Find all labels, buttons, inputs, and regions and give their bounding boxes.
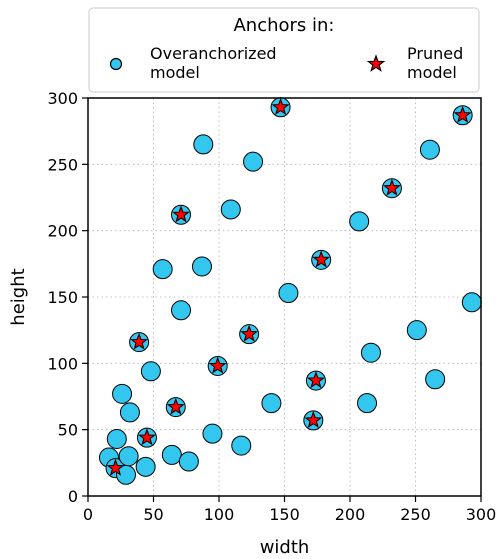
legend-circle-marker [109, 57, 123, 71]
y-tick-label: 150 [47, 288, 78, 307]
pruned-point [172, 205, 191, 223]
axis-ticks: 0 50 100 150 200 250 300 0 50 100 150 200 250 300 [47, 89, 496, 524]
pruned-point [240, 324, 259, 342]
overanchorized-point [161, 444, 182, 465]
overanchorized-point [152, 259, 173, 280]
pruned-point [130, 332, 149, 350]
legend: Anchors in: Overanchorized model Pruned … [88, 7, 480, 93]
overanchorized-point [202, 423, 223, 444]
overanchorized-point [171, 300, 192, 321]
overanchorized-point [360, 342, 381, 363]
overanchorized-point [231, 435, 252, 456]
legend-label-pruned-line1: Pruned [407, 44, 463, 63]
y-tick-label: 250 [47, 155, 78, 174]
overanchorized-point [119, 402, 140, 423]
overanchorized-point [349, 211, 370, 232]
pruned-point [304, 410, 323, 429]
pruned-point [166, 397, 185, 415]
overanchorized-point [243, 151, 264, 172]
pruned-point [208, 356, 227, 374]
x-tick-label: 100 [204, 505, 235, 524]
overanchorized-point [112, 383, 133, 404]
overanchorized-point [135, 456, 156, 477]
pruned-point [106, 458, 125, 476]
legend-box [88, 7, 480, 93]
data-points [98, 97, 482, 485]
pruned-point [306, 371, 325, 389]
legend-label-overanchorized-line1: Overanchorized [150, 44, 277, 63]
overanchorized-point [419, 139, 440, 160]
pruned-point [382, 178, 401, 196]
y-axis-label: height [8, 268, 29, 325]
legend-title: Anchors in: [233, 15, 334, 36]
overanchorized-point [178, 451, 199, 472]
overanchorized-point [425, 369, 446, 390]
y-tick-label: 200 [47, 222, 78, 241]
legend-label-pruned-line2: model [407, 63, 457, 82]
x-tick-label: 300 [466, 505, 497, 524]
x-tick-label: 250 [400, 505, 431, 524]
overanchorized-point [261, 393, 282, 414]
overanchorized-point [461, 292, 482, 313]
overanchorized-point [220, 199, 241, 220]
overanchorized-point [191, 256, 212, 277]
overanchorized-point [406, 320, 427, 341]
pruned-point [137, 428, 156, 446]
y-tick-label: 50 [58, 421, 78, 440]
x-tick-label: 50 [143, 505, 163, 524]
y-tick-label: 300 [47, 89, 78, 108]
x-tick-label: 200 [335, 505, 366, 524]
overanchorized-point [193, 134, 214, 155]
overanchorized-point [140, 361, 161, 382]
legend-star-marker [366, 54, 386, 72]
x-axis-label: width [260, 537, 310, 558]
overanchorized-point [106, 428, 127, 449]
x-tick-label: 150 [269, 505, 300, 524]
legend-label-overanchorized-line2: model [150, 63, 200, 82]
y-tick-label: 0 [68, 487, 78, 506]
overanchorized-point [357, 393, 378, 414]
y-tick-label: 100 [47, 354, 78, 373]
pruned-point [271, 97, 290, 115]
overanchorized-point [118, 446, 139, 467]
x-tick-label: 0 [83, 505, 93, 524]
pruned-point [312, 250, 331, 268]
pruned-point [453, 105, 472, 123]
overanchorized-point [278, 283, 299, 304]
